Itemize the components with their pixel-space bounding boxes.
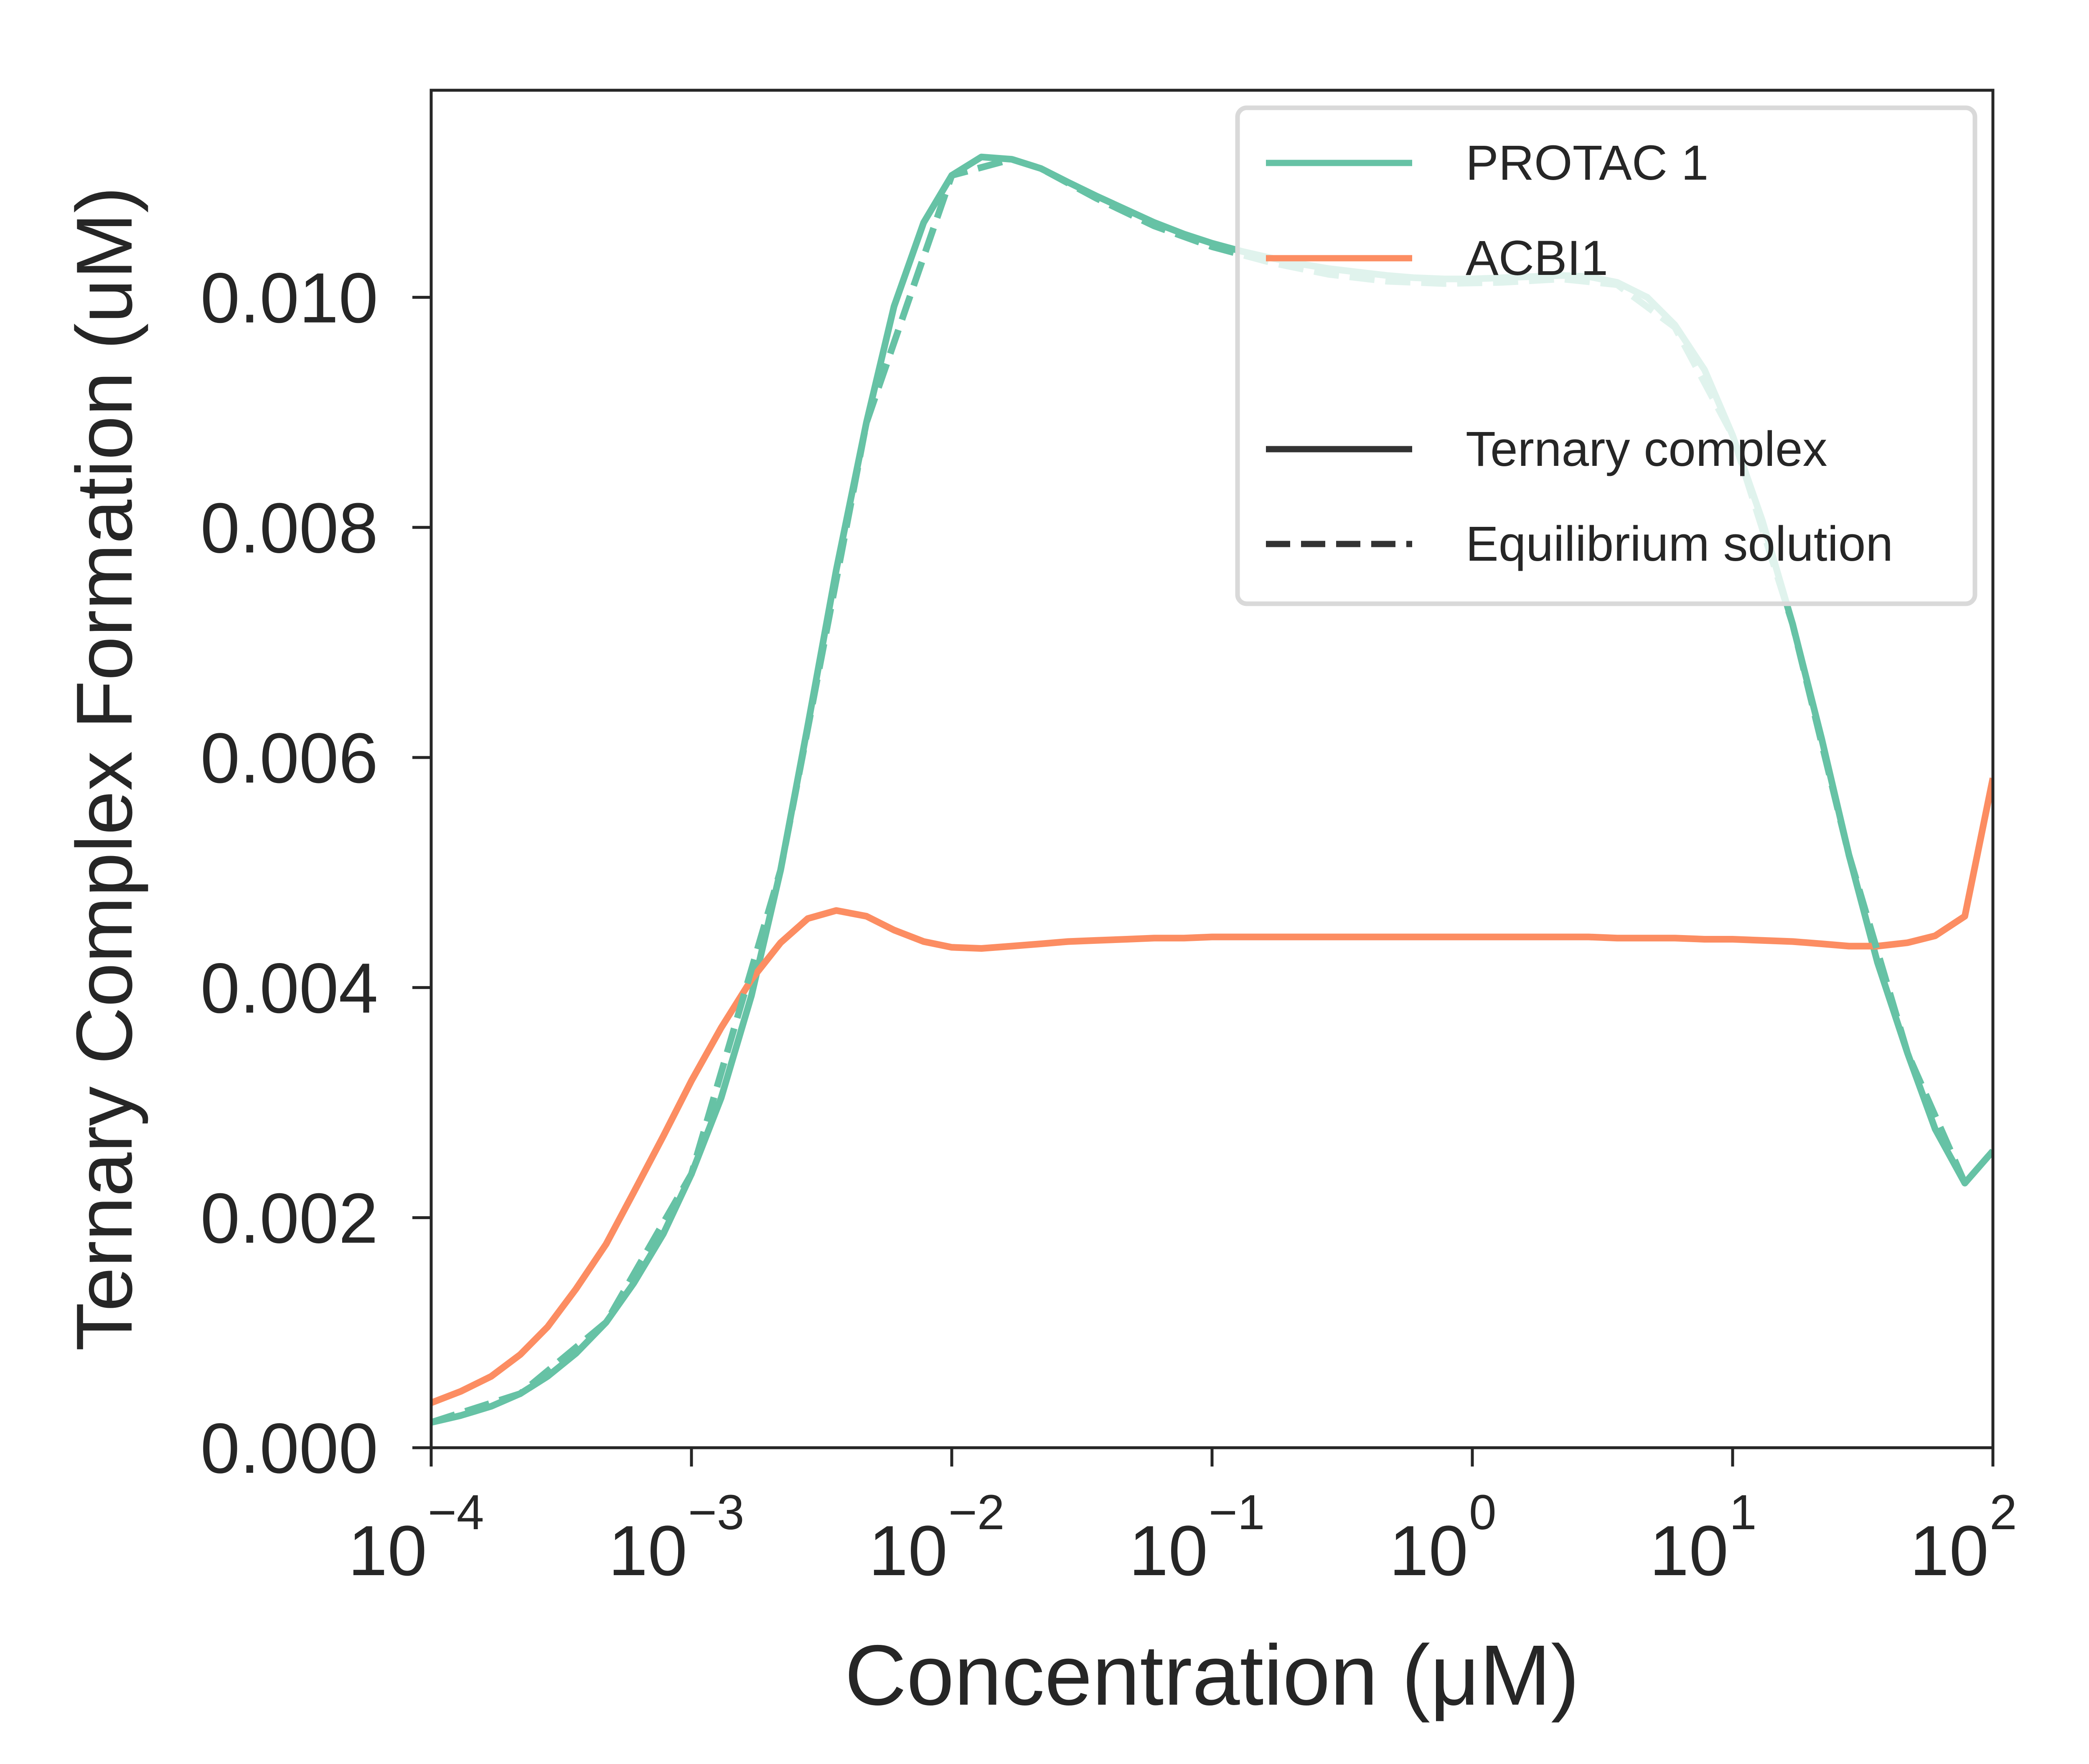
y-tick-label: 0.000	[201, 1409, 378, 1488]
y-tick-label: 0.002	[201, 1179, 378, 1258]
y-axis-ticks: 0.000 0.002 0.004 0.006 0.008 0.010	[201, 259, 431, 1488]
legend-label-acbi1: ACBI1	[1466, 231, 1608, 286]
x-tick-label-base: 10	[1910, 1511, 1989, 1591]
legend-label-equilibrium-solution: Equilibrium solution	[1466, 516, 1893, 572]
x-tick-label-exponent: −4	[428, 1485, 484, 1540]
x-axis-ticks: 10 −4 10 −3 10 −2 10 −1 10 0 10 1 10 2	[348, 1448, 2017, 1591]
y-tick-label: 0.010	[201, 259, 378, 338]
x-tick-label-exponent: −2	[948, 1485, 1005, 1540]
legend-frame	[1235, 105, 1977, 606]
x-tick-label-exponent: 1	[1729, 1485, 1757, 1540]
legend-label-protac-1: PROTAC 1	[1466, 135, 1708, 191]
x-tick-label-exponent: 2	[1990, 1485, 2017, 1540]
legend-label-ternary-complex: Ternary complex	[1466, 422, 1827, 477]
y-tick-label: 0.008	[201, 488, 378, 568]
y-axis-title: Ternary Complex Formation (uM)	[60, 186, 149, 1351]
x-tick-label-base: 10	[1389, 1511, 1468, 1591]
legend-entries: PROTAC 1 ACBI1 Ternary complex Equilibrium …	[1266, 135, 1893, 572]
series-line-acbi1-solid	[431, 777, 1993, 1406]
x-axis-title: Concentration (μM)	[845, 1627, 1580, 1723]
y-tick-label: 0.004	[201, 949, 378, 1028]
x-tick-label-base: 10	[1129, 1511, 1208, 1591]
x-tick-label-base: 10	[869, 1511, 948, 1591]
legend: PROTAC 1 ACBI1 Ternary complex Equilibrium …	[1235, 105, 1977, 606]
x-tick-label-exponent: −1	[1209, 1485, 1265, 1540]
x-tick-label-base: 10	[608, 1511, 687, 1591]
x-tick-label-exponent: −3	[688, 1485, 745, 1540]
x-tick-label-base: 10	[348, 1511, 427, 1591]
y-tick-label: 0.006	[201, 719, 378, 798]
x-tick-label-base: 10	[1649, 1511, 1728, 1591]
x-tick-label-exponent: 0	[1469, 1485, 1497, 1540]
